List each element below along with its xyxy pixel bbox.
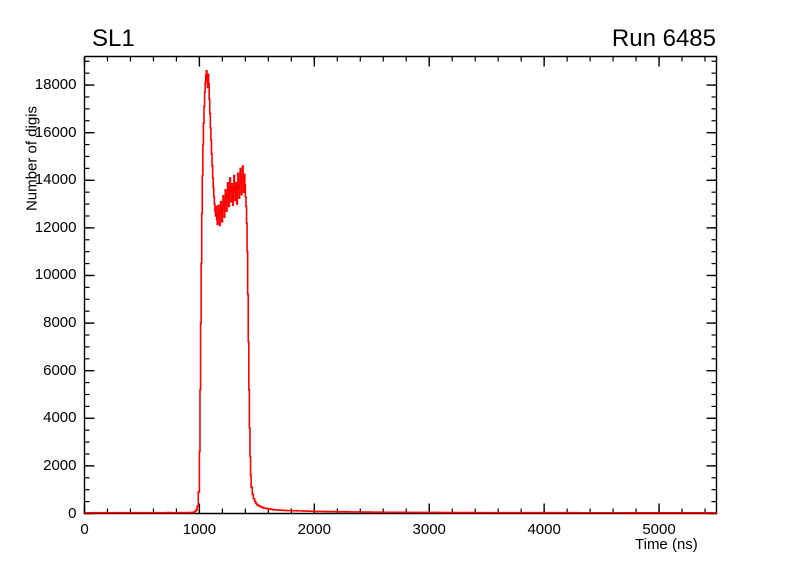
y-tick-label: 6000 bbox=[43, 361, 77, 379]
x-tick-label: 1000 bbox=[182, 520, 217, 538]
plot-title-left: SL1 bbox=[92, 25, 135, 52]
x-axis-title: Time (ns) bbox=[635, 536, 698, 553]
axis-frame bbox=[83, 55, 718, 515]
y-tick-label: 16000 bbox=[34, 123, 77, 141]
y-tick-label: 4000 bbox=[43, 409, 77, 427]
plot-title-right: Run 6485 bbox=[611, 25, 716, 52]
x-tick-label: 5000 bbox=[642, 520, 676, 538]
x-tick-label: 3000 bbox=[412, 520, 446, 538]
x-tick-label: 2000 bbox=[297, 520, 331, 538]
y-tick-label: 14000 bbox=[34, 171, 77, 189]
y-tick-label: 8000 bbox=[43, 314, 77, 332]
minor-ticks bbox=[83, 56, 717, 515]
y-tick-label: 12000 bbox=[34, 218, 77, 236]
y-tick-label: 10000 bbox=[34, 266, 77, 284]
y-tick-label: 2000 bbox=[43, 456, 77, 474]
x-tick-label: 4000 bbox=[527, 520, 561, 538]
major-ticks bbox=[83, 56, 717, 515]
y-tick-label: 18000 bbox=[34, 76, 77, 94]
histogram-series bbox=[84, 69, 718, 514]
x-tick-label: 0 bbox=[80, 520, 89, 538]
y-tick-label: 0 bbox=[68, 504, 77, 522]
